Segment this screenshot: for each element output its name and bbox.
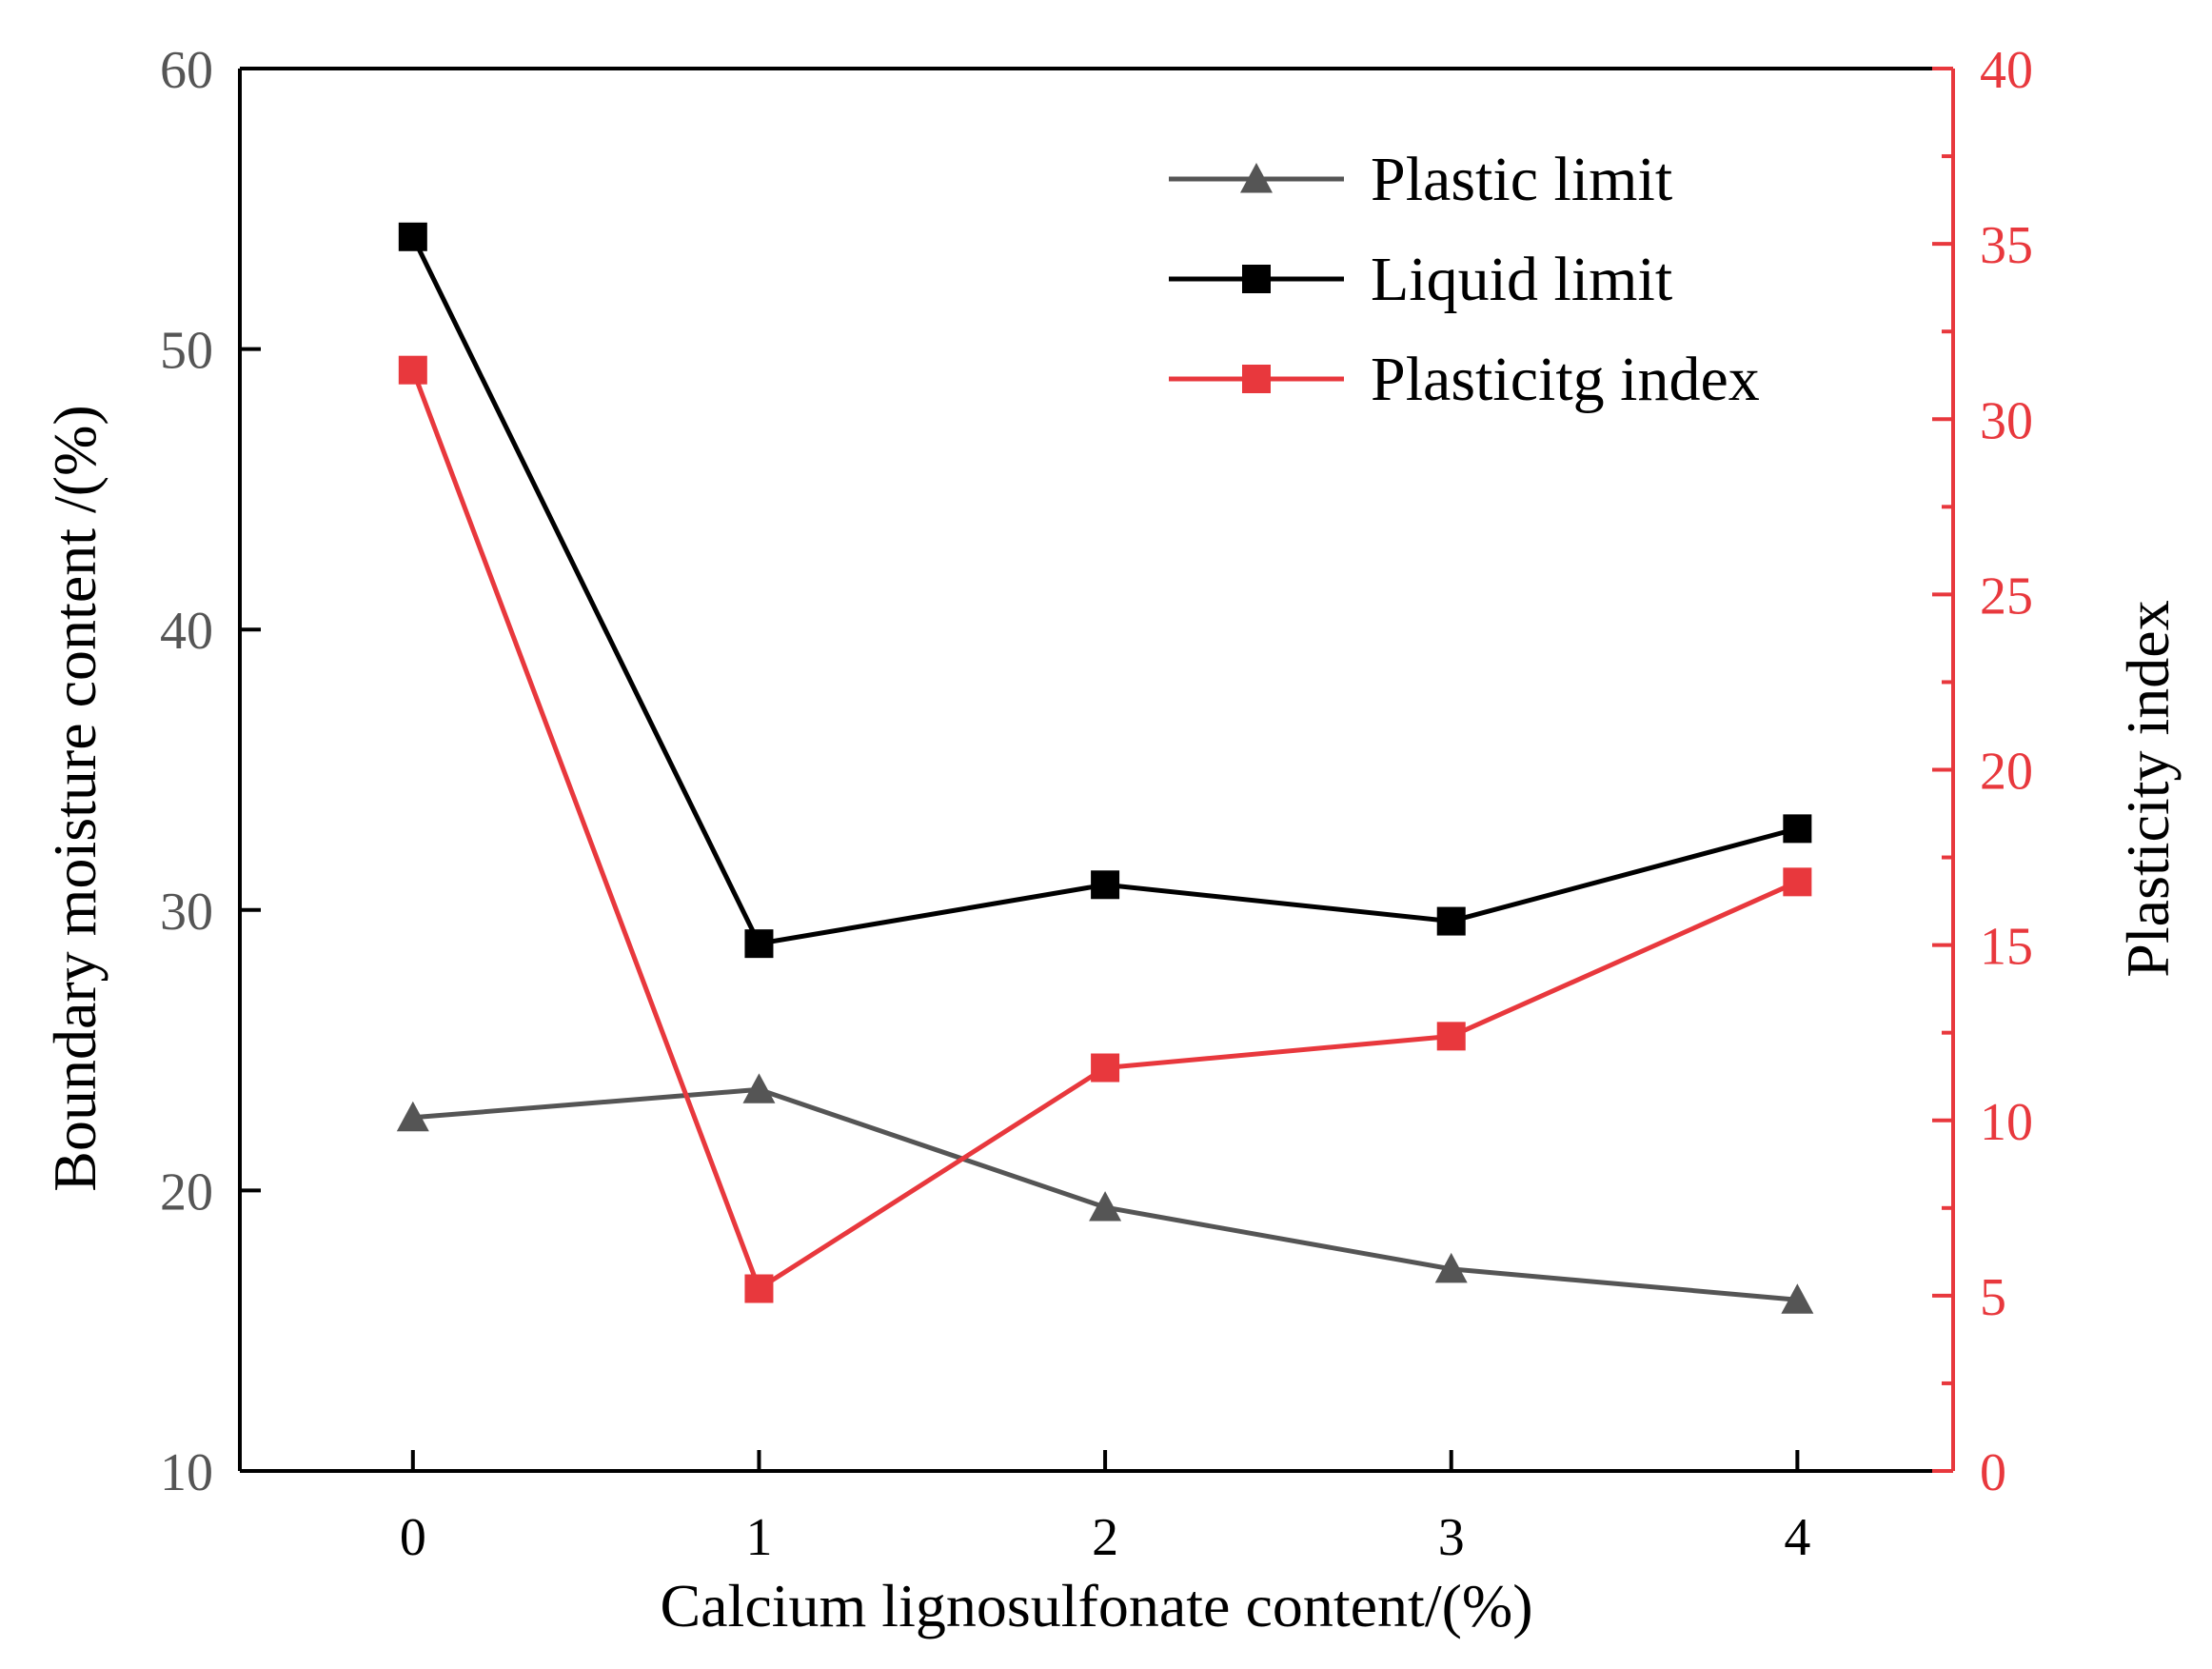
x-axis-title: Calcium lignosulfonate content/(%) (660, 1572, 1532, 1639)
data-point (1091, 1053, 1120, 1083)
data-point (1783, 867, 1812, 897)
x-tick-label: 2 (1092, 1508, 1118, 1567)
y-tick-label: 20 (160, 1162, 213, 1222)
x-tick-label: 3 (1438, 1508, 1465, 1567)
legend-label: Liquid limit (1371, 245, 1672, 314)
legend-marker (1240, 163, 1273, 193)
data-point (1436, 906, 1466, 936)
x-tick-label: 4 (1784, 1508, 1810, 1567)
series-plasticitg-index (398, 355, 1812, 1303)
y2-tick-label: 25 (1980, 566, 2033, 626)
data-point (1434, 1252, 1468, 1283)
legend-entry: Liquid limit (1169, 245, 1672, 314)
axis-titles: Calcium lignosulfonate content/(%) Bound… (41, 405, 2182, 1639)
y-tick-label: 50 (160, 322, 213, 381)
y-tick-label: 60 (160, 41, 213, 100)
legend-marker (1242, 265, 1271, 293)
x-tick-label: 1 (745, 1508, 772, 1567)
series-line (410, 235, 1799, 946)
data-point (1781, 1283, 1814, 1314)
y2-tick-label: 10 (1980, 1093, 2033, 1152)
series-liquid-limit (398, 222, 1812, 959)
axes: 0 1 2 3 4 10 20 30 40 50 60 0 5 10 15 20 25 30 35 40 (160, 41, 2033, 1567)
y2-tick-label: 40 (1980, 41, 2033, 100)
y-tick-label: 40 (160, 602, 213, 661)
y2-tick-label: 20 (1980, 743, 2033, 802)
y2-tick-label: 0 (1980, 1443, 2006, 1502)
legend-entry: Plastic limit (1169, 145, 1672, 214)
data-point (398, 222, 427, 251)
series-layer (396, 222, 1814, 1314)
y2-tick-label: 5 (1980, 1268, 2006, 1327)
data-point (398, 355, 427, 385)
series-line (410, 368, 1799, 1293)
data-point (742, 1073, 776, 1103)
y-tick-label: 30 (160, 883, 213, 942)
y-axis-title: Boundary moisture content /(%) (41, 405, 109, 1191)
data-point (1091, 870, 1120, 900)
data-point (1436, 1022, 1466, 1051)
data-point (744, 929, 774, 959)
series-plastic-limit (396, 1073, 1814, 1314)
data-point (1783, 814, 1812, 844)
y2-tick-label: 30 (1980, 391, 2033, 450)
data-point (1089, 1191, 1122, 1222)
y-tick-label: 10 (160, 1443, 213, 1502)
legend-label: Plastic limit (1371, 145, 1672, 214)
legend: Plastic limit Liquid limit Plasticitg inde… (1169, 145, 1760, 414)
legend-entry: Plasticitg index (1169, 345, 1760, 414)
y2-tick-label: 35 (1980, 216, 2033, 275)
x-tick-label: 0 (400, 1508, 426, 1567)
legend-marker (1242, 365, 1271, 393)
data-point (744, 1274, 774, 1303)
legend-label: Plasticitg index (1371, 345, 1760, 414)
y2-axis-title: Plasticity index (2114, 600, 2182, 977)
y2-tick-label: 15 (1980, 918, 2033, 977)
data-point (396, 1101, 429, 1132)
